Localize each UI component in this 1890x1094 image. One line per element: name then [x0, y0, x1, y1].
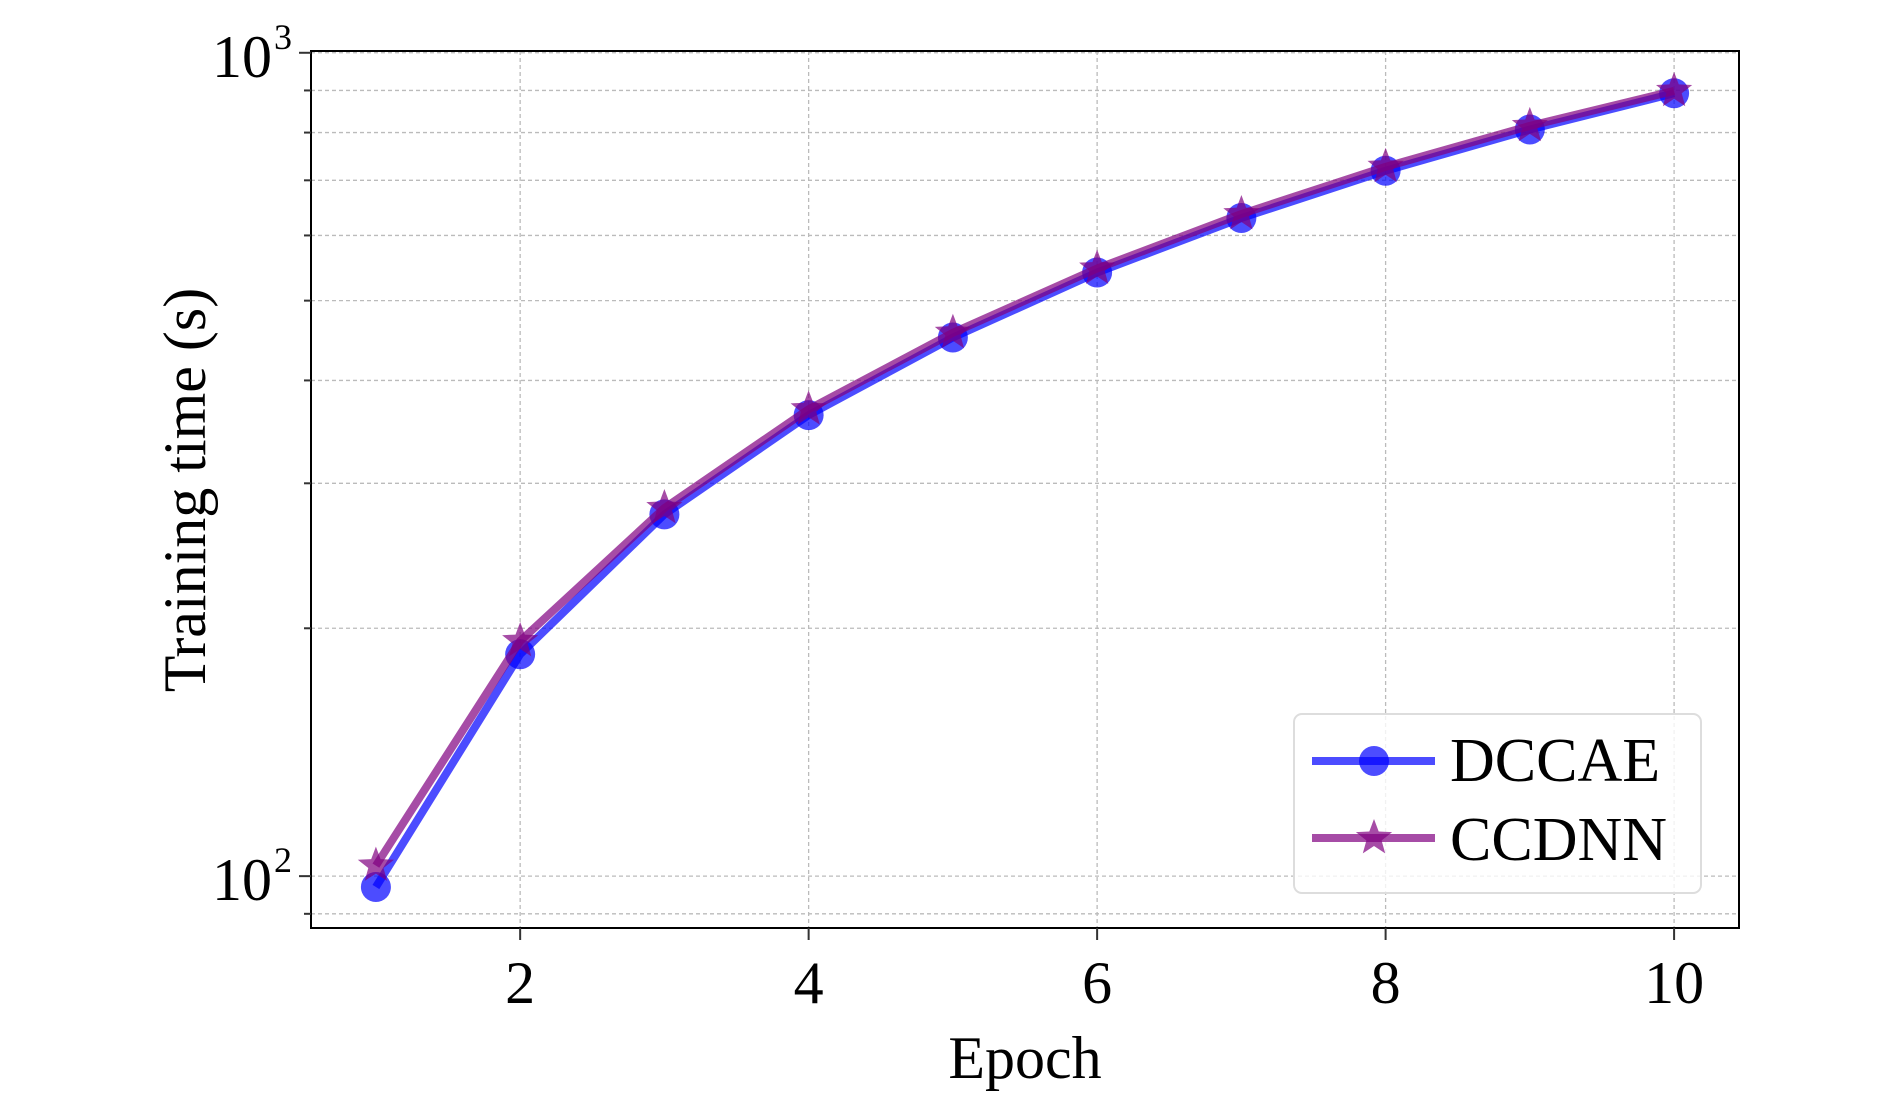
- legend-marker-ccdnn: [1355, 819, 1393, 854]
- x-tick-label: 4: [794, 950, 824, 1016]
- data-point: [1079, 249, 1116, 284]
- legend-marker-dccae: [1359, 746, 1389, 776]
- data-point: [502, 622, 539, 657]
- legend: DCCAE CCDNN: [1293, 713, 1702, 894]
- data-point: [360, 872, 391, 903]
- x-axis-label: Epoch: [948, 1025, 1101, 1091]
- data-point: [1223, 195, 1260, 230]
- data-point: [790, 390, 827, 425]
- y-tick-label: 10: [212, 847, 272, 913]
- data-point: [357, 846, 394, 881]
- x-tick-label: 10: [1644, 950, 1704, 1016]
- data-point: [1656, 71, 1693, 107]
- series-ccdnn: [357, 71, 1693, 881]
- x-tick-label: 8: [1371, 950, 1401, 1016]
- y-tick-label-exponent: 3: [274, 17, 292, 57]
- legend-label-ccdnn: CCDNN: [1450, 806, 1667, 874]
- legend-label-dccae: DCCAE: [1450, 727, 1660, 795]
- data-point: [646, 489, 683, 524]
- data-point: [934, 313, 971, 349]
- x-tick-label: 6: [1082, 950, 1112, 1016]
- data-point: [1511, 106, 1548, 142]
- series-layer: [357, 71, 1693, 903]
- y-tick-label: 10: [212, 24, 272, 90]
- x-tick-label: 2: [505, 950, 535, 1016]
- series-line: [372, 87, 1676, 868]
- y-axis-label: Training time (s): [152, 288, 218, 692]
- y-tick-label-exponent: 2: [274, 840, 292, 880]
- data-point: [1367, 147, 1404, 183]
- plot-frame: [310, 50, 1740, 929]
